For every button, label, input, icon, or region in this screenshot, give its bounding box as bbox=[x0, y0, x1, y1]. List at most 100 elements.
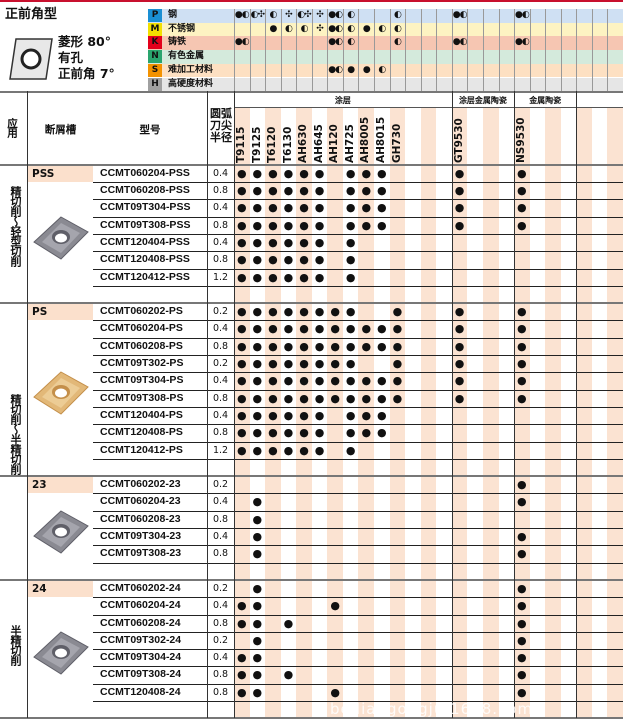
material-suitability-mark: ◐ bbox=[378, 23, 386, 34]
availability-dot: ● bbox=[283, 270, 294, 284]
availability-dot: ● bbox=[283, 391, 294, 405]
material-suitability-mark: ●◐ bbox=[328, 37, 343, 48]
corner-radius-value: 0.2 bbox=[212, 306, 229, 318]
availability-dot: ● bbox=[268, 408, 278, 422]
model-number[interactable]: CCMT09T302-PS bbox=[100, 357, 184, 369]
availability-dot: ● bbox=[345, 443, 356, 457]
availability-dot: ● bbox=[517, 357, 527, 370]
corner-radius-value: 0.4 bbox=[212, 375, 229, 387]
availability-dot: ● bbox=[345, 391, 356, 405]
material-row-m bbox=[234, 22, 623, 37]
model-number[interactable]: CCMT060204-24 bbox=[100, 599, 181, 612]
model-number[interactable]: CCMT09T304-PSS bbox=[100, 201, 191, 214]
availability-dot: ● bbox=[252, 235, 263, 249]
model-number[interactable]: CCMT120412-PS bbox=[100, 443, 183, 456]
model-number[interactable]: CCMT060208-23 bbox=[100, 512, 181, 525]
model-number[interactable]: CCMT060202-PS bbox=[100, 305, 183, 318]
model-number[interactable]: CCMT060202-23 bbox=[100, 478, 181, 491]
availability-dot: ● bbox=[454, 391, 465, 405]
availability-dot: ● bbox=[283, 166, 294, 180]
availability-dot: ● bbox=[268, 305, 278, 319]
availability-dot: ● bbox=[252, 651, 263, 665]
availability-dot: ● bbox=[268, 218, 278, 232]
availability-dot: ● bbox=[283, 616, 294, 630]
column-divider bbox=[27, 91, 28, 718]
model-number[interactable]: CCMT060204-23 bbox=[100, 495, 181, 508]
material-suitability-mark: ◐✣ bbox=[250, 10, 265, 20]
model-number[interactable]: CCMT09T308-PS bbox=[100, 391, 184, 404]
group-divider bbox=[0, 475, 623, 478]
rake-angle-description: 正前角 7° bbox=[58, 66, 115, 81]
model-number[interactable]: CCMT060208-24 bbox=[100, 616, 181, 629]
model-number[interactable]: CCMT120408-PSS bbox=[100, 253, 190, 266]
model-number[interactable]: CCMT09T304-23 bbox=[100, 530, 182, 542]
material-name: 高硬度材料 bbox=[168, 78, 214, 89]
availability-dot: ● bbox=[361, 426, 372, 440]
material-suitability-mark: ●◐ bbox=[452, 10, 468, 20]
model-number[interactable]: CCMT120404-PS bbox=[100, 408, 183, 421]
material-row-n bbox=[234, 50, 623, 64]
gold-insert-icon bbox=[32, 370, 90, 416]
column-shading bbox=[482, 107, 499, 718]
material-grid-line bbox=[234, 9, 235, 92]
corner-radius-value: 1.2 bbox=[212, 271, 229, 283]
availability-dot: ● bbox=[236, 651, 247, 665]
availability-dot: ● bbox=[283, 218, 294, 232]
chipbreaker-label-24: 24 bbox=[28, 580, 93, 598]
material-code-n: N bbox=[148, 50, 162, 64]
model-number[interactable]: CCMT060208-PSS bbox=[100, 184, 190, 196]
corner-radius-value: 0.4 bbox=[212, 167, 229, 179]
row-divider bbox=[93, 493, 623, 495]
model-number[interactable]: CCMT09T308-PSS bbox=[100, 218, 191, 231]
model-number[interactable]: CCMT060204-PSS bbox=[100, 166, 190, 179]
availability-dot: ● bbox=[392, 374, 403, 388]
availability-dot: ● bbox=[236, 391, 247, 405]
availability-dot: ● bbox=[236, 374, 247, 388]
availability-dot: ● bbox=[283, 357, 294, 370]
availability-dot: ● bbox=[268, 270, 278, 284]
availability-dot: ● bbox=[377, 201, 387, 215]
availability-dot: ● bbox=[454, 339, 465, 353]
corner-radius-value: 0.2 bbox=[212, 634, 229, 646]
corner-radius-value: 0.4 bbox=[212, 409, 229, 421]
availability-dot: ● bbox=[252, 391, 263, 405]
material-suitability-mark: ✣ bbox=[316, 23, 324, 34]
model-number[interactable]: CCMT120408-PS bbox=[100, 426, 183, 439]
availability-dot: ● bbox=[454, 357, 465, 370]
model-number[interactable]: CCMT09T302-24 bbox=[100, 633, 182, 646]
availability-dot: ● bbox=[283, 322, 294, 336]
row-divider bbox=[93, 562, 623, 564]
availability-dot: ● bbox=[454, 166, 465, 180]
availability-dot: ● bbox=[517, 547, 527, 561]
model-number[interactable]: CCMT120412-PSS bbox=[100, 270, 190, 283]
model-number[interactable]: CCMT120404-PSS bbox=[100, 235, 190, 248]
availability-dot: ● bbox=[236, 305, 247, 319]
model-number[interactable]: CCMT060204-PS bbox=[100, 322, 183, 335]
availability-dot: ● bbox=[361, 184, 372, 197]
model-number[interactable]: CCMT09T308-23 bbox=[100, 547, 182, 560]
model-number[interactable]: CCMT060202-24 bbox=[100, 581, 181, 594]
header-top-rule bbox=[0, 91, 623, 93]
material-name-bg bbox=[148, 22, 234, 37]
column-shading bbox=[420, 107, 437, 718]
availability-dot: ● bbox=[252, 633, 263, 647]
column-divider bbox=[234, 107, 235, 718]
model-number[interactable]: CCMT09T304-PS bbox=[100, 374, 184, 387]
material-name: 钢 bbox=[168, 10, 178, 20]
availability-dot: ● bbox=[361, 201, 372, 215]
material-grid-line bbox=[311, 9, 313, 92]
material-suitability-mark: ●◐ bbox=[514, 10, 530, 20]
availability-dot: ● bbox=[314, 235, 325, 249]
availability-dot: ● bbox=[377, 166, 387, 180]
grade-label-ah645: AH645 bbox=[312, 123, 325, 163]
column-shading bbox=[514, 107, 530, 718]
model-number[interactable]: CCMT060208-PS bbox=[100, 339, 183, 352]
availability-dot: ● bbox=[330, 322, 340, 336]
model-number[interactable]: CCMT09T308-24 bbox=[100, 668, 182, 681]
availability-dot: ● bbox=[268, 443, 278, 457]
column-divider bbox=[207, 91, 208, 718]
model-number[interactable]: CCMT09T304-24 bbox=[100, 651, 182, 664]
model-number[interactable]: CCMT120408-24 bbox=[100, 685, 181, 698]
row-divider bbox=[93, 320, 623, 322]
corner-radius-value: 0.8 bbox=[212, 513, 229, 525]
